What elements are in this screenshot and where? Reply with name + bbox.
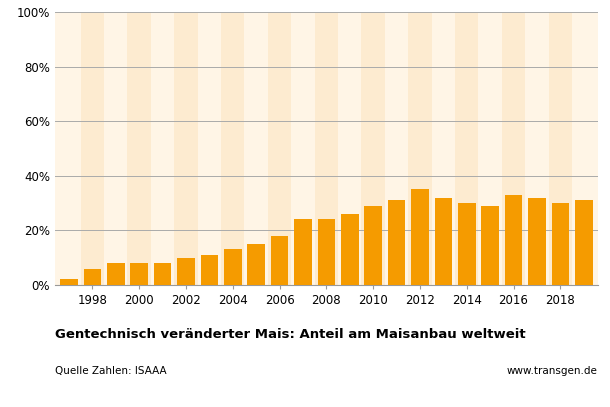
Bar xyxy=(177,258,195,285)
Bar xyxy=(104,12,127,285)
Bar xyxy=(318,219,335,285)
Bar xyxy=(315,12,338,285)
Bar xyxy=(294,219,312,285)
Bar xyxy=(478,12,502,285)
Bar xyxy=(528,198,546,285)
Bar xyxy=(341,214,359,285)
Bar xyxy=(551,203,569,285)
Bar xyxy=(224,249,242,285)
Bar xyxy=(107,263,124,285)
Bar xyxy=(221,12,245,285)
Text: www.transgen.de: www.transgen.de xyxy=(507,366,598,376)
Bar xyxy=(432,12,455,285)
Bar xyxy=(408,12,432,285)
Bar xyxy=(268,12,291,285)
Bar xyxy=(154,263,171,285)
Bar xyxy=(525,12,548,285)
Bar xyxy=(245,12,268,285)
Bar xyxy=(572,12,595,285)
Bar xyxy=(338,12,362,285)
Bar xyxy=(198,12,221,285)
Bar xyxy=(151,12,174,285)
Bar xyxy=(248,244,265,285)
Bar xyxy=(385,12,408,285)
Bar xyxy=(362,12,385,285)
Text: Quelle Zahlen: ISAAA: Quelle Zahlen: ISAAA xyxy=(55,366,167,376)
Bar xyxy=(131,263,148,285)
Bar xyxy=(57,12,81,285)
Bar xyxy=(458,203,476,285)
Bar xyxy=(60,280,77,285)
Bar xyxy=(201,255,218,285)
Bar xyxy=(271,236,289,285)
Bar xyxy=(388,200,405,285)
Bar xyxy=(505,195,522,285)
Bar xyxy=(127,12,151,285)
Bar xyxy=(174,12,198,285)
Bar xyxy=(81,12,104,285)
Bar xyxy=(434,198,452,285)
Bar xyxy=(575,200,592,285)
Text: Gentechnisch veränderter Mais: Anteil am Maisanbau weltweit: Gentechnisch veränderter Mais: Anteil am… xyxy=(55,328,526,341)
Bar xyxy=(502,12,525,285)
Bar xyxy=(481,206,499,285)
Bar xyxy=(84,269,101,285)
Bar xyxy=(364,206,382,285)
Bar xyxy=(291,12,315,285)
Bar xyxy=(455,12,478,285)
Bar xyxy=(411,190,429,285)
Bar xyxy=(548,12,572,285)
